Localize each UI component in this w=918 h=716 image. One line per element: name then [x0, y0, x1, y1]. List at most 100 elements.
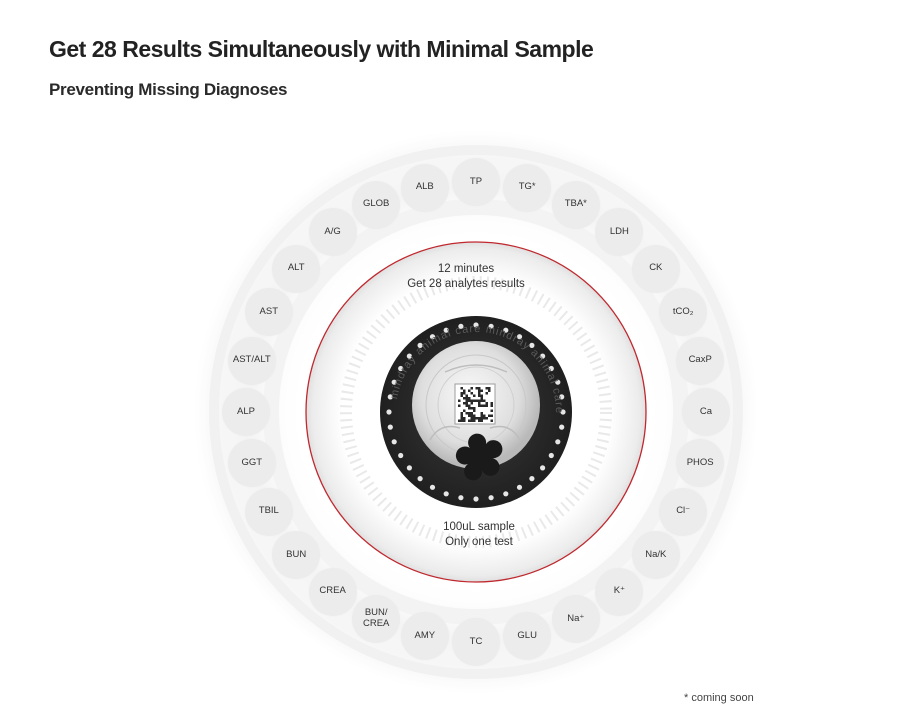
qr-code — [458, 387, 493, 422]
analyte-label: TBA* — [564, 198, 587, 210]
analyte-label: GLOB — [362, 198, 390, 210]
disc-hole — [387, 424, 393, 430]
analyte-bubble: TBA* — [551, 180, 600, 229]
analyte-label: A/G — [324, 225, 341, 237]
analyte-bubble: CK — [631, 244, 680, 293]
analyte-label: CK — [649, 262, 663, 274]
analyte-bubble: TG* — [503, 163, 552, 212]
sample-port — [455, 433, 503, 481]
disc-hole — [516, 484, 523, 490]
analyte-bubble: AST — [244, 288, 293, 337]
disc-hole — [443, 327, 449, 333]
disc-hole — [548, 452, 554, 459]
analyte-bubble: BUN/ CREA — [352, 595, 401, 644]
disc-hole — [429, 484, 436, 490]
disc-hole — [458, 323, 464, 329]
disc-hole — [473, 496, 479, 502]
analyte-bubble: AST/ALT — [227, 336, 276, 385]
outer-ring — [209, 145, 743, 679]
sample-caption-line2: Only one test — [445, 536, 513, 548]
disc-hole — [559, 424, 565, 430]
analyte-label: CaxP — [688, 354, 712, 366]
analyte-label: AMY — [414, 629, 436, 641]
analyte-bubble: A/G — [308, 208, 357, 257]
analyte-label: AST/ALT — [232, 354, 271, 366]
disc-hole — [559, 394, 565, 400]
analyte-bubble: Na⁺ — [551, 595, 600, 644]
analyte-bubble: K⁺ — [595, 567, 644, 616]
analyte-bubble: AMY — [400, 612, 449, 661]
disc-hole — [488, 495, 494, 501]
analyte-bubble: GGT — [227, 439, 276, 488]
analyte-label: CREA — [319, 585, 346, 597]
time-caption: 12 minutes Get 28 analytes results — [346, 262, 586, 292]
disc-hole — [386, 409, 392, 415]
analyte-label: K⁺ — [613, 585, 626, 597]
analyte-label: GLU — [517, 629, 537, 641]
disc-hole — [406, 353, 412, 359]
analyte-label: LDH — [609, 225, 629, 237]
analyte-label: TC — [469, 635, 483, 647]
disc-hole — [458, 495, 464, 501]
disc-hole — [529, 476, 535, 482]
analyte-label: Na/K — [645, 548, 667, 560]
analyte-label: Na⁺ — [567, 612, 585, 624]
disc-hole — [503, 491, 509, 497]
analyte-label: AST — [259, 305, 279, 317]
analyte-bubble: ALP — [222, 388, 270, 436]
disc-hole — [473, 322, 479, 328]
sample-caption: 100uL sample Only one test — [359, 520, 599, 550]
analyte-bubble: LDH — [595, 208, 644, 257]
sample-caption-line1: 100uL sample — [443, 521, 515, 533]
analyte-label: ALP — [237, 405, 255, 417]
disc-hole — [417, 342, 423, 348]
analyte-label: PHOS — [686, 456, 714, 468]
middle-ring — [263, 199, 689, 625]
analyte-label: ALB — [415, 181, 434, 193]
disc-hole — [398, 452, 404, 459]
analyte-bubble: tCO₂ — [659, 288, 708, 337]
analyte-bubble: CaxP — [676, 336, 725, 385]
disc-hole — [391, 379, 397, 385]
analyte-label: BUN — [286, 548, 307, 560]
analyte-bubble: CREA — [308, 567, 357, 616]
disc-hole — [548, 365, 554, 372]
disc-hole — [516, 334, 523, 340]
disc-hole — [555, 439, 561, 445]
footnote: * coming soon — [684, 692, 754, 704]
disc-hole — [555, 379, 561, 385]
analyte-bubble: GLU — [503, 612, 552, 661]
disc-hole — [391, 439, 397, 445]
analyte-bubble: TBIL — [244, 487, 293, 536]
analyte-bubble: Ca — [682, 388, 730, 436]
time-caption-line1: 12 minutes — [437, 263, 495, 275]
analyte-label: TBIL — [258, 505, 279, 517]
analyte-bubble: PHOS — [676, 439, 725, 488]
time-caption-line2: Get 28 analytes results — [407, 278, 525, 290]
disc-hole — [529, 342, 535, 348]
analyte-label: tCO₂ — [672, 305, 694, 317]
page-title: Get 28 Results Simultaneously with Minim… — [49, 36, 594, 62]
analyte-bubble: GLOB — [352, 180, 401, 229]
page-subtitle: Preventing Missing Diagnoses — [49, 80, 288, 99]
disc-hole — [443, 491, 449, 497]
disc-hole — [429, 334, 436, 340]
analyte-bubble: TP — [452, 158, 500, 206]
analyte-bubble: ALB — [400, 163, 449, 212]
disc-hole — [406, 465, 412, 471]
analyte-label: BUN/ CREA — [362, 607, 390, 630]
disc-hole — [540, 465, 546, 471]
disc-hole — [387, 394, 393, 400]
analyte-bubble: Cl⁻ — [659, 487, 708, 536]
analyte-label: TG* — [518, 181, 536, 193]
analyte-label: Cl⁻ — [676, 505, 691, 517]
disc-hole — [540, 353, 546, 359]
analyte-bubble: Na/K — [631, 531, 680, 580]
analyte-label: Ca — [699, 405, 713, 417]
disc-hole — [560, 409, 566, 415]
disc-holes — [386, 322, 566, 502]
analyte-bubble: TC — [452, 618, 500, 666]
analyte-label: TP — [469, 175, 483, 187]
dotted-ring — [340, 276, 612, 548]
